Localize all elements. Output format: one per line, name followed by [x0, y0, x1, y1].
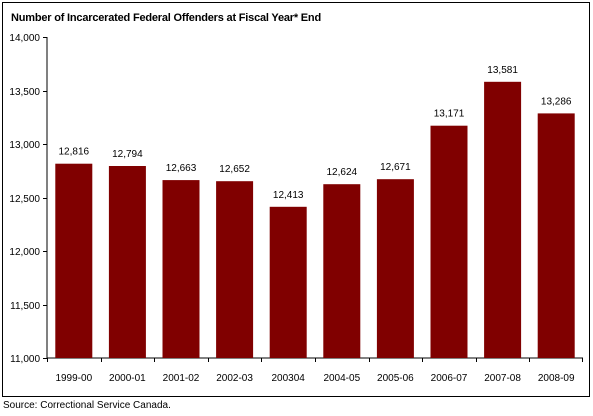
x-tick-label: 2006-07 [431, 373, 468, 384]
x-tick-label: 2004-05 [323, 373, 360, 384]
x-tick-label: 2005-06 [377, 373, 414, 384]
bar [376, 179, 414, 358]
data-label: 12,816 [59, 147, 90, 158]
bar-chart: 11,000 11,500 12,000 12,500 13,000 13,500 14,0… [9, 33, 583, 384]
chart-title: Number of Incarcerated Federal Offenders… [11, 12, 321, 24]
data-label: 12,652 [219, 164, 250, 175]
data-label: 12,671 [380, 162, 411, 173]
y-tick-label: 13,500 [9, 87, 40, 98]
x-tick-label: 1999-00 [55, 373, 92, 384]
bar [108, 166, 146, 358]
y-tick-label: 12,000 [9, 247, 40, 258]
y-tick-label: 11,500 [10, 301, 40, 312]
x-tick-label: 200304 [272, 373, 306, 384]
data-label: 12,413 [273, 190, 304, 201]
y-tick-label: 12,500 [9, 194, 40, 205]
data-label: 13,286 [541, 96, 572, 107]
bar [537, 113, 575, 359]
bar [484, 81, 522, 359]
source-note: Source: Correctional Service Canada. [3, 400, 171, 411]
x-tick-label: 2001-02 [163, 373, 200, 384]
data-label: 12,663 [166, 163, 197, 174]
x-tick-label: 2002-03 [216, 373, 253, 384]
bar [162, 180, 200, 358]
data-label: 13,171 [434, 109, 465, 120]
x-tick-label: 2008-09 [538, 373, 575, 384]
bar [269, 206, 307, 358]
data-label: 12,794 [112, 149, 143, 160]
data-label: 12,624 [327, 167, 358, 178]
x-tick-label: 2007-08 [484, 373, 521, 384]
y-tick-label: 11,000 [10, 354, 40, 365]
bar [323, 184, 361, 358]
bar [55, 163, 93, 358]
y-tick-label: 13,000 [9, 140, 40, 151]
bar [430, 125, 468, 358]
y-tick-label: 14,000 [9, 33, 40, 44]
bar [216, 181, 254, 358]
x-tick-label: 2000-01 [109, 373, 146, 384]
data-label: 13,581 [487, 65, 518, 76]
